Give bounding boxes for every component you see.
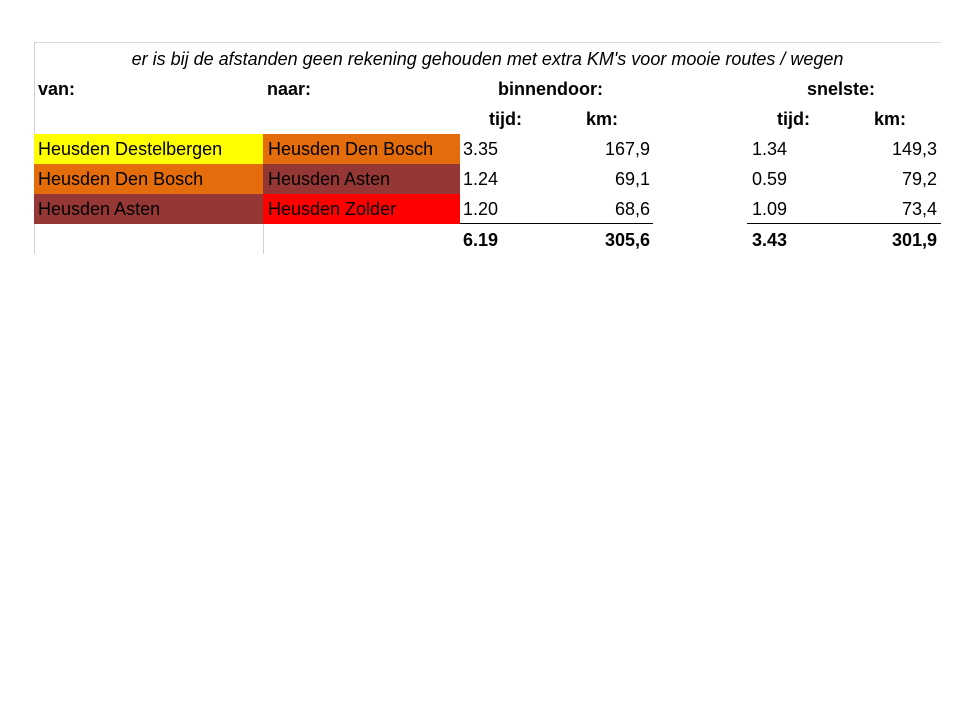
header-snelste-tijd: tijd:	[777, 109, 810, 129]
row-2-naar: Heusden Asten	[268, 169, 391, 189]
header-binnendoor: binnendoor:	[498, 79, 603, 99]
naar-cell-fill	[263, 194, 460, 224]
row-2-snelste-km: 79,2	[901, 169, 937, 189]
naar-cell-fill	[263, 134, 460, 164]
total-binnendoor-tijd: 6.19	[463, 230, 499, 250]
top-gridline	[34, 42, 941, 43]
row-2-binnendoor-km: 69,1	[614, 169, 650, 189]
row-2-van: Heusden Den Bosch	[38, 169, 204, 189]
snelste-sum-line	[747, 223, 941, 224]
row-1-snelste-tijd: 1.34	[752, 139, 788, 159]
row-3-naar: Heusden Zolder	[268, 199, 397, 219]
row-1-binnendoor-tijd: 3.35	[463, 139, 499, 159]
row-1-van: Heusden Destelbergen	[38, 139, 223, 159]
header-snelste-km: km:	[874, 109, 907, 129]
header-snelste: snelste:	[807, 79, 876, 99]
naar-cell-fill	[263, 164, 460, 194]
binnendoor-sum-line	[460, 223, 653, 224]
header-binnendoor-tijd: tijd:	[489, 109, 522, 129]
row-2-binnendoor-tijd: 1.24	[463, 169, 499, 189]
van-cell-fill	[34, 194, 263, 224]
row-3-binnendoor-tijd: 1.20	[463, 199, 499, 219]
column-gridline	[263, 222, 264, 254]
row-2-snelste-tijd: 0.59	[752, 169, 788, 189]
header-binnendoor-km: km:	[586, 109, 619, 129]
row-1-naar: Heusden Den Bosch	[268, 139, 434, 159]
van-cell-fill	[34, 164, 263, 194]
van-cell-fill	[34, 134, 263, 164]
row-3-snelste-km: 73,4	[901, 199, 937, 219]
note-text: er is bij de afstanden geen rekening geh…	[131, 49, 844, 69]
row-1-binnendoor-km: 167,9	[604, 139, 650, 159]
total-snelste-km: 301,9	[891, 230, 937, 250]
total-snelste-tijd: 3.43	[752, 230, 788, 250]
header-naar: naar:	[267, 79, 312, 99]
header-van: van:	[38, 79, 76, 99]
total-binnendoor-km: 305,6	[604, 230, 650, 250]
row-3-binnendoor-km: 68,6	[614, 199, 650, 219]
row-1-snelste-km: 149,3	[891, 139, 937, 159]
row-3-van: Heusden Asten	[38, 199, 161, 219]
spreadsheet-table: er is bij de afstanden geen rekening geh…	[34, 42, 941, 254]
row-3-snelste-tijd: 1.09	[752, 199, 788, 219]
